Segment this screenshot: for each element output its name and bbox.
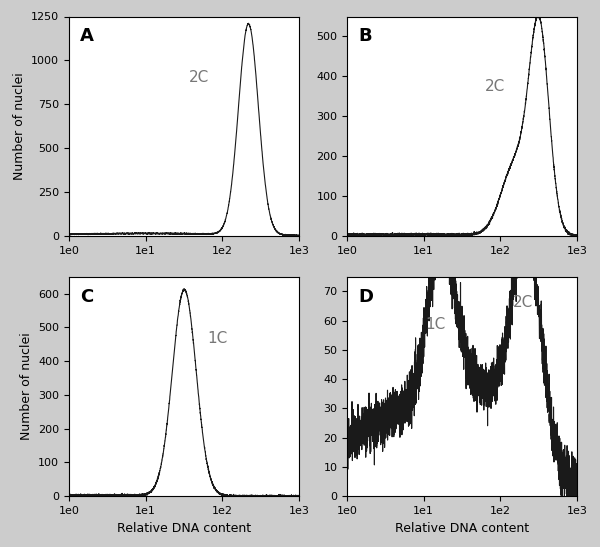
Text: C: C [80, 288, 94, 306]
Text: 1C: 1C [425, 317, 446, 333]
Text: D: D [359, 288, 374, 306]
Text: 2C: 2C [188, 71, 209, 85]
Text: 2C: 2C [512, 295, 533, 311]
Text: B: B [359, 27, 372, 45]
Y-axis label: Number of nuclei: Number of nuclei [13, 72, 26, 180]
X-axis label: Relative DNA content: Relative DNA content [395, 521, 529, 534]
Y-axis label: Number of nuclei: Number of nuclei [20, 333, 32, 440]
X-axis label: Relative DNA content: Relative DNA content [117, 521, 251, 534]
Text: 2C: 2C [485, 79, 505, 94]
Text: 1C: 1C [207, 330, 227, 346]
Text: A: A [80, 27, 94, 45]
